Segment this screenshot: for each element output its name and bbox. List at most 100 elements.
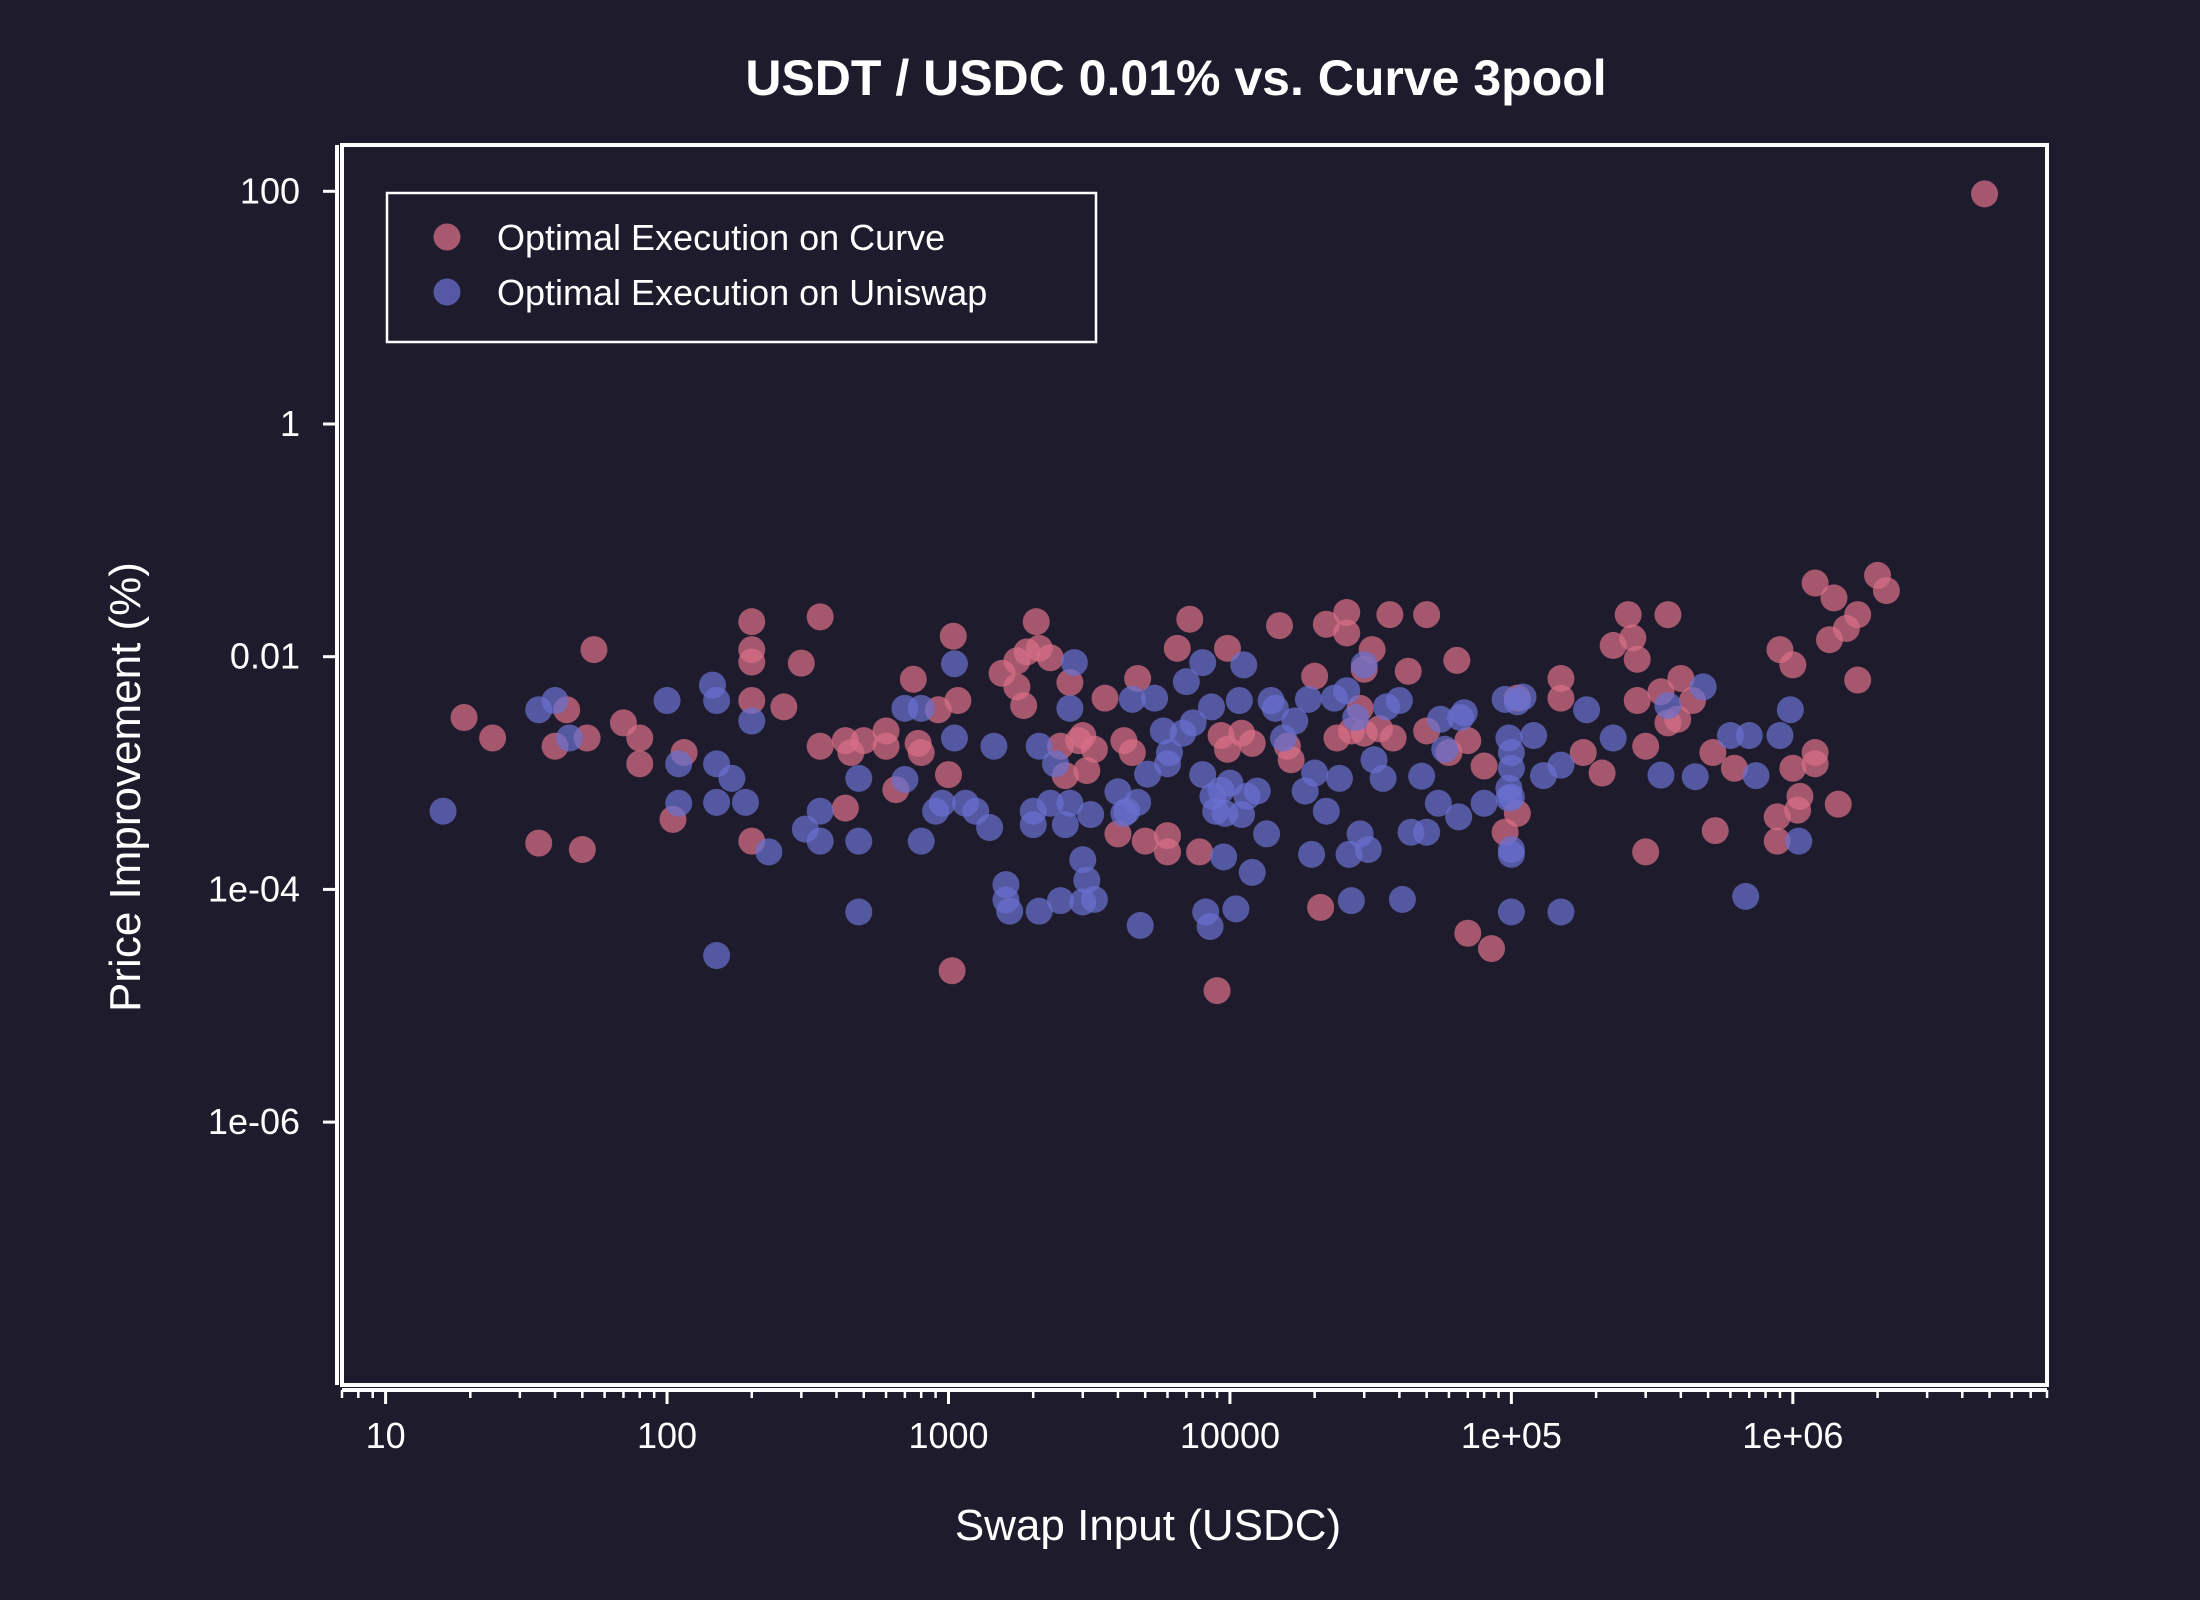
y-axis-label: Price Improvement (%) — [101, 562, 150, 1012]
point-uniswap — [1681, 763, 1709, 791]
point-curve — [1971, 180, 1999, 208]
point-curve — [850, 727, 878, 755]
point-curve — [1443, 646, 1471, 674]
point-curve — [1763, 827, 1791, 855]
point-curve — [1632, 838, 1660, 866]
data-points — [429, 180, 1999, 1005]
point-uniswap — [703, 942, 731, 970]
point-uniswap — [1281, 707, 1309, 735]
point-curve — [568, 836, 596, 864]
point-uniswap — [1056, 789, 1084, 817]
point-curve — [939, 622, 967, 650]
point-uniswap — [1134, 760, 1162, 788]
y-axis-ticks: 1e-06 1e-04 0.01 1 100 — [208, 170, 337, 1142]
point-uniswap — [1196, 912, 1224, 940]
point-uniswap — [1388, 885, 1416, 913]
point-curve — [580, 636, 608, 664]
point-curve — [1820, 584, 1848, 612]
point-uniswap — [1385, 687, 1413, 715]
point-curve — [1312, 610, 1340, 638]
point-curve — [907, 739, 935, 767]
point-uniswap — [1077, 801, 1105, 829]
point-curve — [1654, 601, 1682, 629]
point-uniswap — [1509, 683, 1537, 711]
point-uniswap — [665, 789, 693, 817]
legend-marker-curve — [433, 223, 461, 251]
point-uniswap — [1445, 803, 1473, 831]
point-uniswap — [1431, 735, 1459, 763]
point-curve — [1454, 919, 1482, 947]
point-uniswap — [806, 827, 834, 855]
point-uniswap — [845, 898, 873, 926]
point-uniswap — [1046, 887, 1074, 915]
point-uniswap — [555, 724, 583, 752]
point-uniswap — [1337, 887, 1365, 915]
point-uniswap — [1547, 751, 1575, 779]
point-uniswap — [1025, 732, 1053, 760]
point-uniswap — [845, 764, 873, 792]
point-uniswap — [1766, 722, 1794, 750]
point-uniswap — [1243, 777, 1271, 805]
point-curve — [1824, 790, 1852, 818]
point-uniswap — [429, 797, 457, 825]
point-curve — [1699, 739, 1727, 767]
point-curve — [1307, 893, 1335, 921]
point-curve — [831, 794, 859, 822]
point-curve — [1376, 601, 1404, 629]
point-uniswap — [1427, 705, 1455, 733]
point-uniswap — [1413, 818, 1441, 846]
point-uniswap — [1198, 693, 1226, 721]
point-uniswap — [1036, 789, 1064, 817]
point-curve — [1265, 612, 1293, 640]
point-uniswap — [1025, 897, 1053, 925]
point-curve — [899, 665, 927, 693]
point-curve — [1470, 752, 1498, 780]
point-uniswap — [1261, 694, 1289, 722]
point-uniswap — [1312, 797, 1340, 825]
point-uniswap — [1647, 761, 1675, 789]
point-uniswap — [1497, 836, 1525, 864]
point-uniswap — [1689, 673, 1717, 701]
point-uniswap — [1450, 699, 1478, 727]
point-curve — [1118, 739, 1146, 767]
point-uniswap — [1238, 858, 1266, 886]
point-uniswap — [940, 650, 968, 678]
point-uniswap — [1369, 764, 1397, 792]
point-uniswap — [1547, 898, 1575, 926]
point-uniswap — [1210, 843, 1238, 871]
point-curve — [938, 957, 966, 985]
point-uniswap — [1573, 696, 1601, 724]
point-uniswap — [1732, 882, 1760, 910]
x-tick-label: 10000 — [1180, 1415, 1280, 1456]
point-uniswap — [653, 687, 681, 715]
y-tick-label: 100 — [240, 170, 300, 211]
point-uniswap — [541, 687, 569, 715]
point-uniswap — [1599, 724, 1627, 752]
point-curve — [944, 687, 972, 715]
point-uniswap — [1118, 685, 1146, 713]
point-uniswap — [1051, 811, 1079, 839]
point-uniswap — [806, 797, 834, 825]
point-uniswap — [1424, 789, 1452, 817]
point-uniswap — [907, 694, 935, 722]
point-uniswap — [1654, 692, 1682, 720]
point-curve — [1801, 739, 1829, 767]
point-uniswap — [845, 827, 873, 855]
y-tick-label: 1 — [280, 403, 300, 444]
point-uniswap — [1298, 840, 1326, 868]
point-curve — [806, 732, 834, 760]
point-uniswap — [1497, 783, 1525, 811]
point-uniswap — [1041, 750, 1069, 778]
x-axis-ticks: 10 100 1000 10000 1e+05 1e+06 — [340, 1390, 2049, 1456]
point-curve — [1176, 605, 1204, 633]
point-curve — [1547, 664, 1575, 692]
point-uniswap — [1069, 846, 1097, 874]
point-curve — [479, 724, 507, 752]
point-uniswap — [1294, 685, 1322, 713]
point-curve — [1632, 732, 1660, 760]
point-curve — [1569, 739, 1597, 767]
point-uniswap — [1222, 895, 1250, 923]
point-uniswap — [703, 788, 731, 816]
point-uniswap — [1189, 761, 1217, 789]
